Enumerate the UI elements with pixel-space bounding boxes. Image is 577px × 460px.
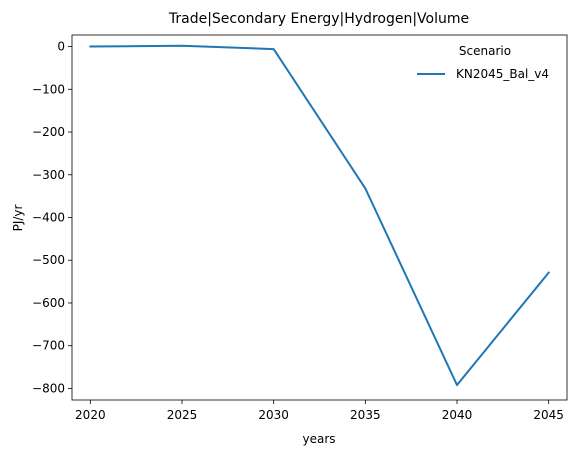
- x-tick-label: 2030: [258, 408, 289, 422]
- x-tick-label: 2040: [442, 408, 473, 422]
- y-tick-label: −700: [32, 339, 65, 353]
- y-tick-label: −500: [32, 253, 65, 267]
- y-tick-label: −400: [32, 211, 65, 225]
- chart-title: Trade|Secondary Energy|Hydrogen|Volume: [168, 11, 469, 27]
- x-tick-label: 2035: [350, 408, 381, 422]
- x-tick-label: 2045: [533, 408, 564, 422]
- y-tick-label: −200: [32, 125, 65, 139]
- x-tick-label: 2020: [75, 408, 106, 422]
- y-tick-label: 0: [57, 40, 65, 54]
- plot-area: 2020 2025 2030 2035 2040 2045 0 −100 −200 −300 −40…: [32, 34, 568, 422]
- legend-label-kn2045-bal-v4: KN2045_Bal_v4: [456, 67, 549, 81]
- y-tick-label: −100: [32, 82, 65, 96]
- legend-title: Scenario: [459, 44, 511, 58]
- y-tick-label: −600: [32, 296, 65, 310]
- y-tick-label: −800: [32, 381, 65, 395]
- series-line-kn2045-bal-v4: [89, 44, 551, 387]
- x-axis-label: years: [302, 432, 335, 446]
- y-tick-label: −300: [32, 168, 65, 182]
- y-axis-label: PJ/yr: [11, 205, 25, 232]
- x-tick-label: 2025: [167, 408, 198, 422]
- legend: Scenario KN2045_Bal_v4: [417, 44, 549, 81]
